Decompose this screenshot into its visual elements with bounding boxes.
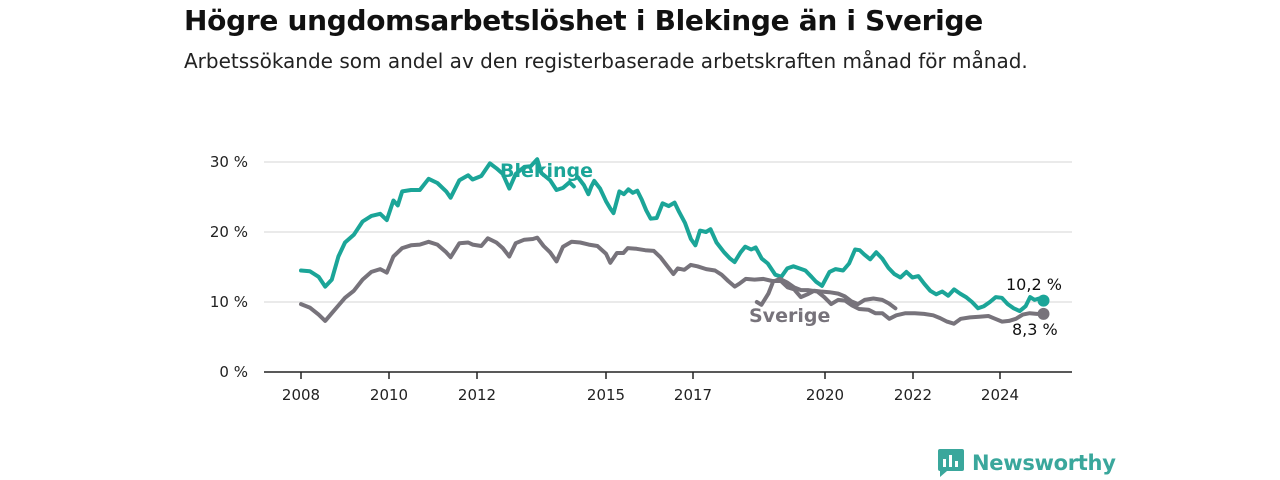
series-label-blekinge: Blekinge	[500, 160, 593, 182]
series-label-sverige: Sverige	[749, 305, 830, 327]
x-tick-label: 2022	[894, 386, 932, 404]
x-tick-label: 2015	[587, 386, 625, 404]
x-tick-label: 2010	[370, 386, 408, 404]
chart-title: Högre ungdomsarbetslöshet i Blekinge än …	[184, 4, 983, 37]
end-label-blekinge: 10,2 %	[1006, 275, 1062, 294]
x-tick-label: 2024	[981, 386, 1019, 404]
y-tick-label: 30 %	[210, 153, 248, 171]
series-line-sverige	[754, 276, 1046, 326]
brand-name: Newsworthy	[972, 451, 1116, 475]
grid-lines	[264, 161, 1072, 373]
y-tick-label: 20 %	[210, 223, 248, 241]
x-axis-ticks: 2008 2010 2012 2015 2017 2020 2022 2024	[282, 372, 1019, 404]
end-marker-blekinge	[1037, 294, 1050, 307]
series-line-blekinge	[299, 157, 576, 289]
y-axis-ticks: 0 % 10 % 20 % 30 %	[210, 153, 248, 381]
y-tick-label: 0 %	[219, 363, 248, 381]
end-marker-sverige	[1037, 307, 1050, 320]
newsworthy-logo: Newsworthy	[938, 449, 1116, 477]
newsworthy-logo-icon	[938, 449, 964, 477]
end-label-sverige: 8,3 %	[1012, 320, 1058, 339]
series-lines	[299, 157, 1050, 326]
x-tick-label: 2020	[806, 386, 844, 404]
y-tick-label: 10 %	[210, 293, 248, 311]
x-tick-label: 2012	[458, 386, 496, 404]
chart-subtitle: Arbetssökande som andel av den registerb…	[184, 49, 1028, 73]
x-tick-label: 2017	[674, 386, 712, 404]
series-line-sverige	[299, 235, 898, 323]
x-tick-label: 2008	[282, 386, 320, 404]
series-line-blekinge	[576, 175, 1046, 314]
